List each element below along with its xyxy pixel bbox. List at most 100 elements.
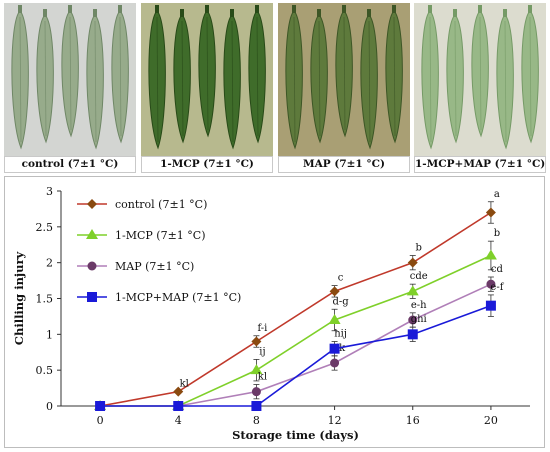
okra-stem [503,9,507,17]
okra-ridge [206,16,209,131]
legend: control (7±1 °C) 1-MCP (7±1 °C) MAP (7±1 °… [77,198,241,304]
x-tick-label: 12 [328,414,342,427]
okra-stem [43,9,47,17]
legend-label: 1-MCP+MAP (7±1 °C) [115,291,241,304]
okra-stem [528,5,532,13]
chart-frame: 0 0.5 1 1.5 2 2.5 3 0 4 8 12 16 20 Storage time (days… [4,176,545,448]
okra-ridge [393,16,396,137]
okra-photo-1mcp-map [414,3,546,156]
significance-label: a [494,189,500,200]
significance-label: b [416,243,422,254]
okra-ridge [69,16,72,131]
okra-ridge [94,20,97,143]
data-point [251,336,262,347]
x-tick-label: 0 [97,414,104,427]
okra-stem [428,5,432,13]
data-point [328,314,341,324]
caption-1mcp-map: 1-MCP+MAP (7±1 °C) [414,156,546,173]
photo-panel-map: MAP (7±1 °C) [278,3,410,173]
data-point [250,364,263,375]
okra-ridge [454,20,457,137]
x-tick-label: 20 [484,414,498,427]
okra-stem [93,9,97,17]
legend-marker [87,199,97,209]
okra-stem [68,5,72,13]
series-0: kl f-i c b a [95,189,500,411]
data-point [406,285,419,296]
significance-label: cde [410,271,428,282]
data-point [486,279,496,289]
y-tick-label: 0.5 [36,364,54,377]
okra-stem [255,5,259,13]
okra-stem [342,5,346,13]
significance-label: hij [334,329,347,340]
series-line [100,304,492,407]
okra-ridge [181,20,184,137]
legend-marker [87,292,97,302]
y-axis-title: Chilling injury [12,251,26,345]
data-point [173,386,184,397]
okra-stem [230,9,234,17]
legend-marker [86,229,98,239]
data-point [484,249,497,260]
okra-photo-1mcp [141,3,273,156]
significance-label: d-g [332,296,349,307]
data-point [329,286,340,297]
significance-label: e-h [411,300,427,311]
okra-ridge [156,16,159,143]
y-tick-label: 2 [46,257,53,270]
okra-ridge [504,20,507,143]
okra-stem [392,5,396,13]
legend-label: MAP (7±1 °C) [115,260,194,273]
okra-ridge [44,20,47,137]
okra-ridge [256,16,259,137]
x-tick-label: 16 [406,414,420,427]
data-point [251,401,262,411]
okra-ridge [479,16,482,131]
significance-label: ij [259,346,265,357]
y-tick-label: 2.5 [36,221,54,234]
okra-ridge [429,16,432,143]
significance-label: ghi [411,314,427,325]
okra-ridge [293,16,296,143]
okra-ridge [343,16,346,131]
significance-label: kl [180,379,189,390]
y-tick-label: 1 [46,328,53,341]
okra-ridge [19,16,22,143]
photo-panel-1mcp-map: 1-MCP+MAP (7±1 °C) [414,3,546,173]
okra-stem [180,9,184,17]
x-tick-label: 4 [175,414,182,427]
data-point [407,329,418,340]
data-point [485,207,496,218]
okra-stem [317,9,321,17]
x-tick-label: 8 [253,414,260,427]
okra-stem [205,5,209,13]
series-3: hij ghi e-f [95,282,505,411]
okra-stem [478,5,482,13]
caption-map: MAP (7±1 °C) [278,156,410,173]
okra-stem [367,9,371,17]
data-point [173,401,184,411]
significance-label: cd [491,264,504,275]
significance-label: b [494,228,500,239]
okra-ridge [231,20,234,143]
significance-label: c [338,273,344,284]
caption-1mcp: 1-MCP (7±1 °C) [141,156,273,173]
x-axis-title: Storage time (days) [232,428,359,442]
photo-panel-1mcp: 1-MCP (7±1 °C) [141,3,273,173]
data-point [251,387,261,397]
okra-ridge [368,20,371,143]
data-point [408,315,418,325]
okra-ridge [318,20,321,137]
significance-label: e-f [490,282,504,293]
okra-stem [118,5,122,13]
chilling-injury-chart: 0 0.5 1 1.5 2 2.5 3 0 4 8 12 16 20 Storage time (days… [12,185,530,442]
okra-photo-map [278,3,410,156]
photo-row: control (7±1 °C) 1-MCP (7±1 °C) MAP (7±1… [4,3,546,173]
data-point [485,300,496,311]
okra-stem [155,5,159,13]
okra-stem [18,5,22,13]
okra-ridge [529,16,532,137]
photo-panel-control: control (7±1 °C) [4,3,136,173]
